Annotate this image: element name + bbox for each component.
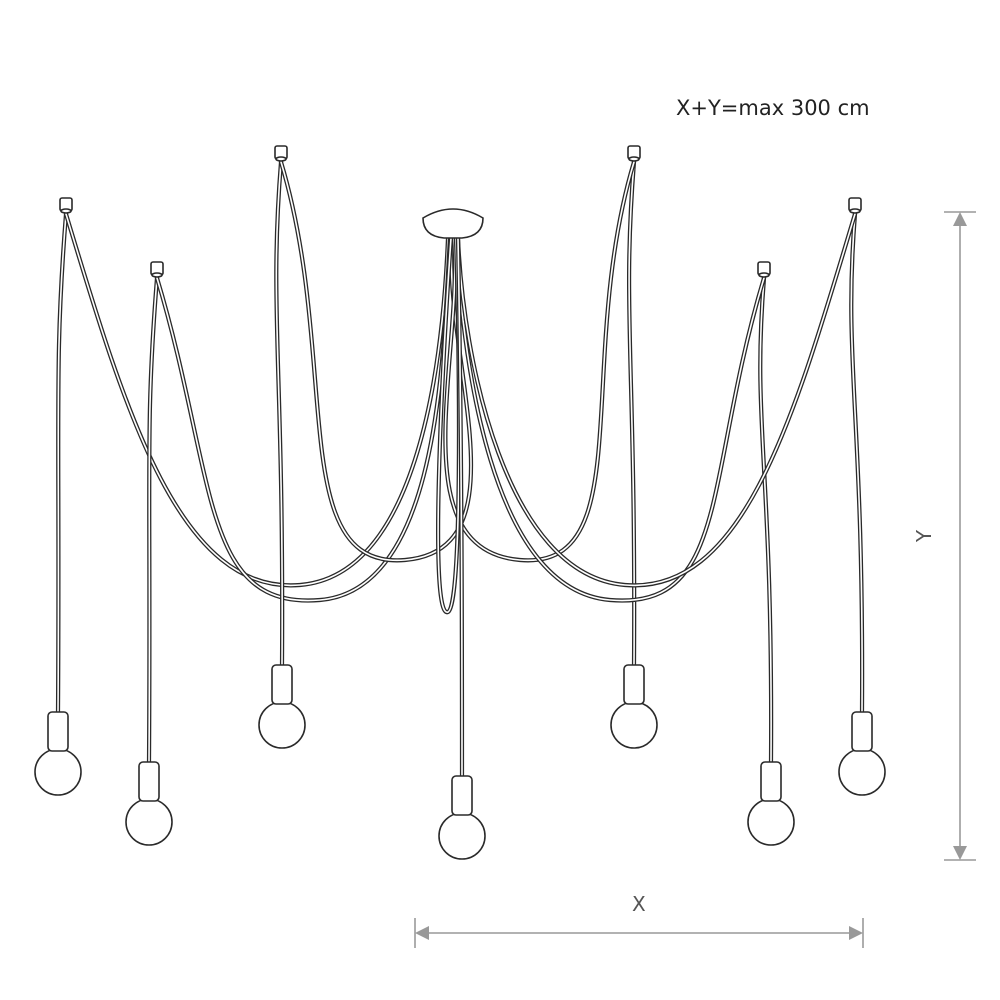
ceiling-hook-ring <box>758 272 770 278</box>
lamp-socket <box>138 761 160 802</box>
lamp-socket <box>271 664 293 705</box>
bulb <box>125 798 173 846</box>
ceiling-canopy <box>422 208 484 239</box>
drop-cable-inner <box>57 213 67 713</box>
ceiling-hook-ring <box>275 156 287 162</box>
lamp-socket <box>47 711 69 752</box>
dimension-x <box>414 918 864 948</box>
bulb <box>747 798 795 846</box>
ceiling-hook-ring <box>60 208 72 214</box>
arrow-left-icon <box>415 926 429 940</box>
cables <box>55 159 865 779</box>
arrow-down-icon <box>953 846 967 860</box>
drop-cable-inner <box>850 213 863 713</box>
loop-cable-inner <box>457 213 856 587</box>
center-drop-cable-inner <box>457 237 463 777</box>
drop-cable <box>55 211 69 715</box>
bulb <box>438 812 486 860</box>
loop-cable <box>63 211 451 588</box>
max-length-annotation: X+Y=max 300 cm <box>676 96 870 120</box>
drop-cable-inner <box>148 277 158 763</box>
bulb <box>610 701 658 749</box>
loop-cable <box>154 235 453 603</box>
lamp-socket <box>451 775 473 816</box>
drop-cable-inner <box>759 277 772 763</box>
lamp-socket <box>760 761 782 802</box>
bulb <box>258 701 306 749</box>
bulb <box>34 748 82 796</box>
drop-cable <box>146 275 160 765</box>
ceiling-hook-ring <box>151 272 163 278</box>
drop-cable-inner <box>628 161 635 666</box>
drop-cable <box>758 275 774 765</box>
drop-cable-inner <box>275 161 283 666</box>
bulb <box>838 748 886 796</box>
dimension-y <box>944 211 976 861</box>
arrow-right-icon <box>849 926 863 940</box>
fixtures <box>34 145 886 860</box>
lamp-socket <box>851 711 873 752</box>
loop-cable-inner <box>156 237 451 602</box>
ceiling-hook-ring <box>849 208 861 214</box>
loop-cable-inner <box>280 161 472 561</box>
arrow-up-icon <box>953 212 967 226</box>
dimension-x-label: X <box>632 892 646 916</box>
lamp-socket <box>623 664 645 705</box>
dimension-y-label: Y <box>912 529 937 543</box>
loop-cable-inner <box>444 161 635 561</box>
loop-cable-inner <box>65 213 449 587</box>
loop-cable-inner <box>455 237 765 602</box>
ceiling-hook-ring <box>628 156 640 162</box>
